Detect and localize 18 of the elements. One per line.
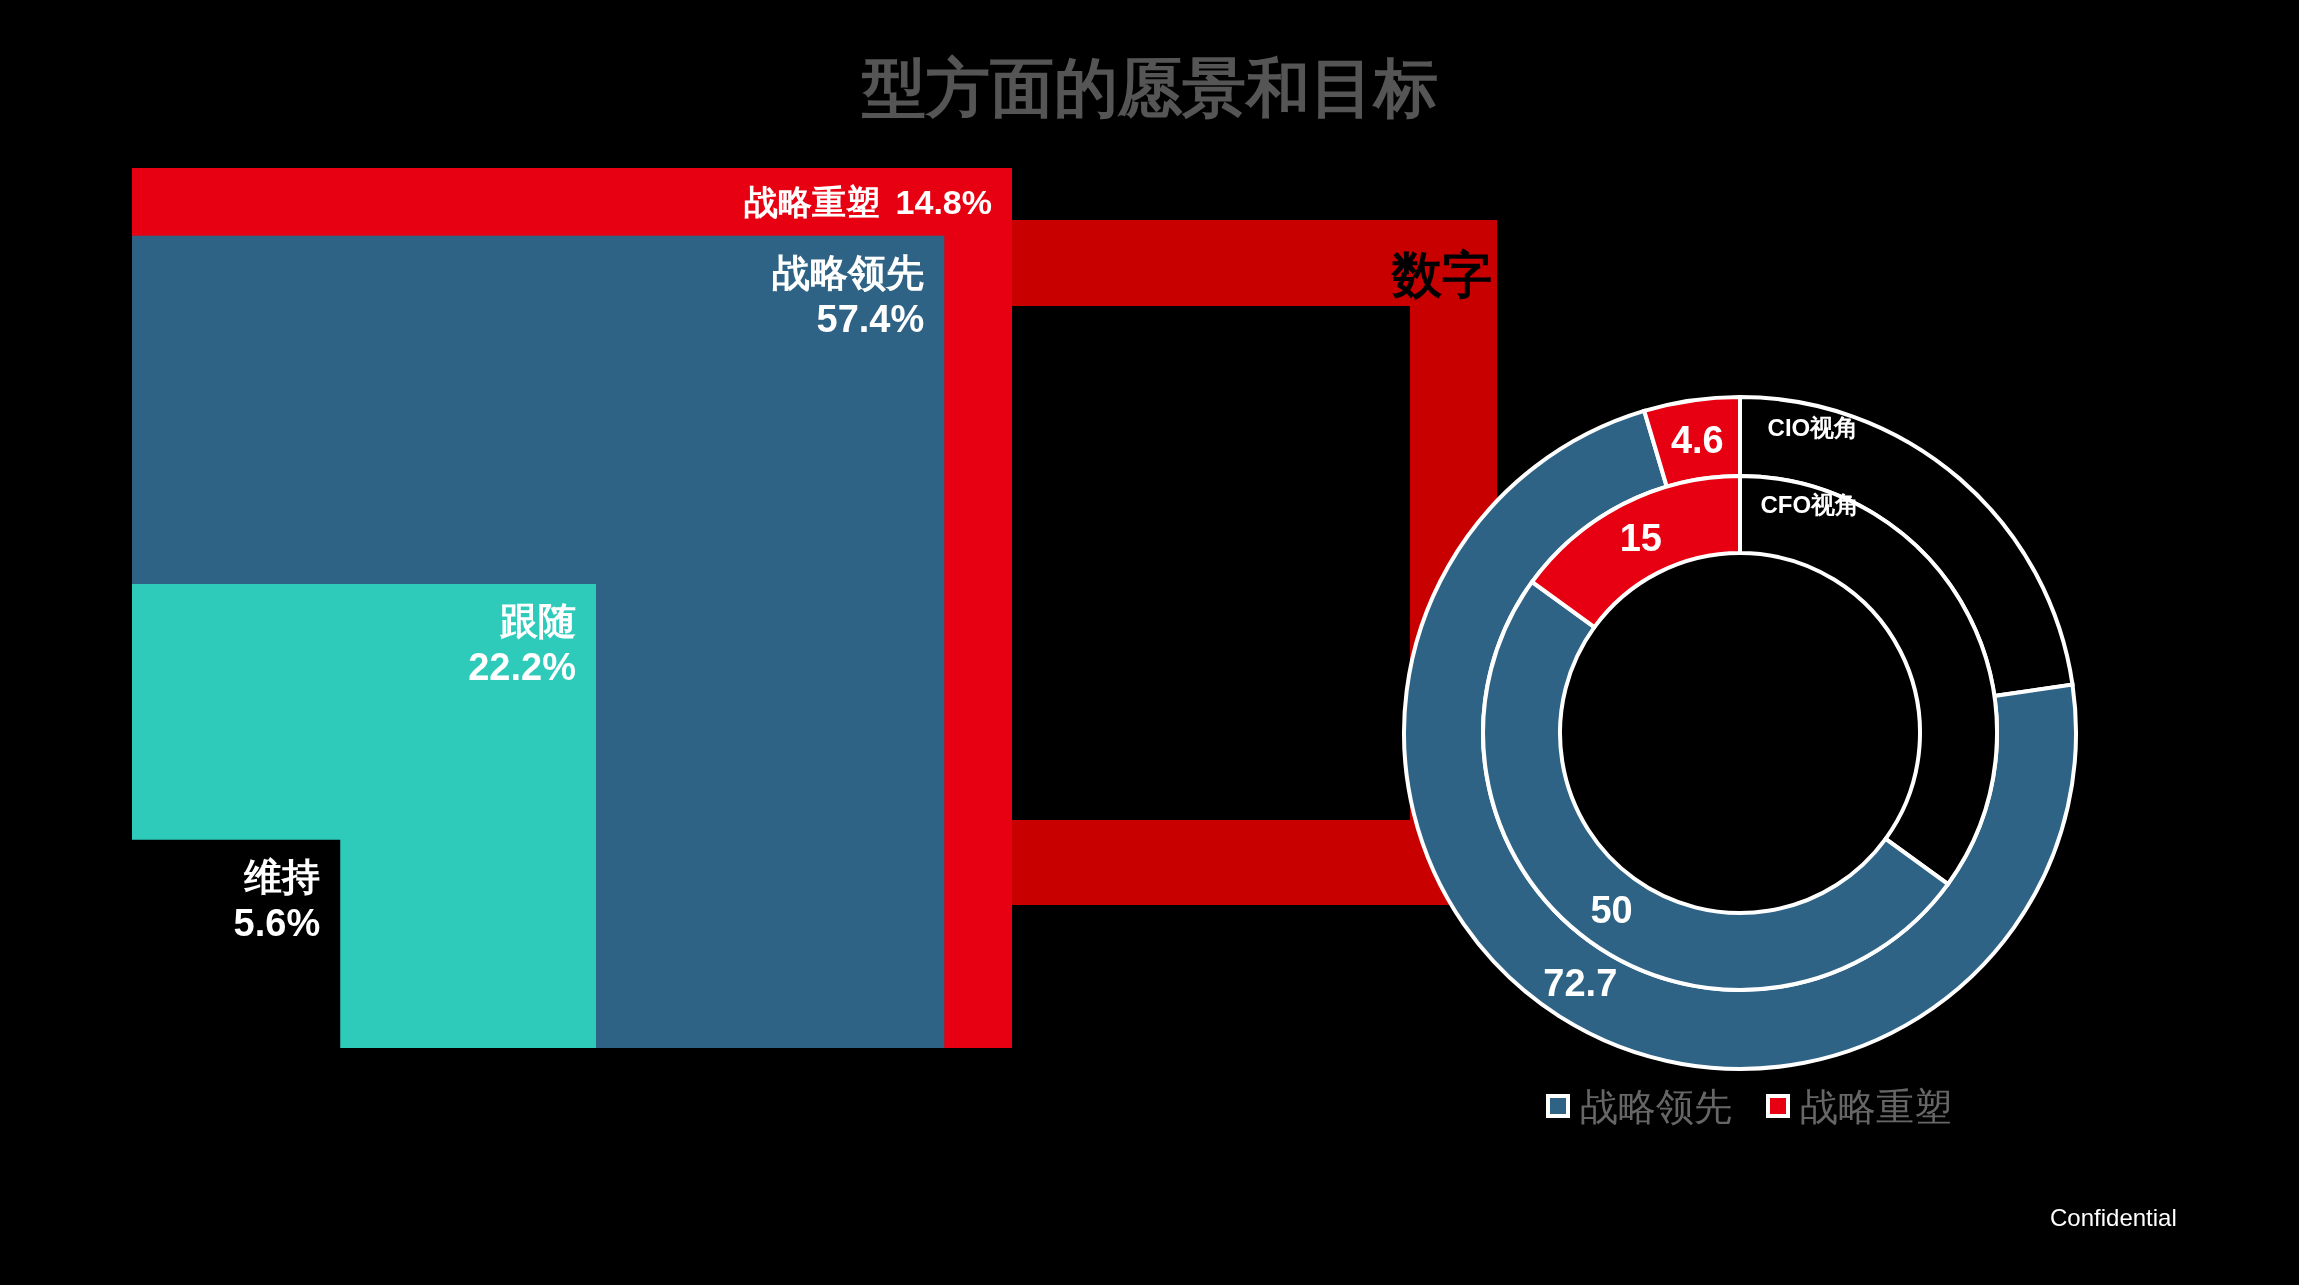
text: 型方面的愿景和目标 — [861, 52, 1438, 124]
data-label: 72.7 — [1543, 961, 1618, 1004]
category-label: 战略领先 — [772, 251, 925, 294]
data-label: 22.2% — [468, 646, 576, 689]
data-label: 14.8% — [895, 182, 992, 221]
data-label: 4.6 — [1670, 418, 1724, 461]
legend-label: 战略领先 — [1580, 1086, 1732, 1128]
category-label: 跟随 — [498, 600, 576, 643]
data-label: 15 — [1619, 517, 1662, 560]
legend-label: 战略重塑 — [1800, 1086, 1952, 1128]
data-label: 57.4% — [816, 297, 925, 340]
category-label: 维持 — [243, 855, 321, 898]
data-label: 50 — [1590, 888, 1633, 931]
text: 数字 — [1391, 247, 1492, 303]
category-label: 战略重塑 — [743, 182, 880, 221]
data-label: 5.6% — [233, 901, 321, 944]
text: Confidential — [2050, 1204, 2177, 1231]
slice-label: CIO视角 — [1767, 413, 1859, 441]
